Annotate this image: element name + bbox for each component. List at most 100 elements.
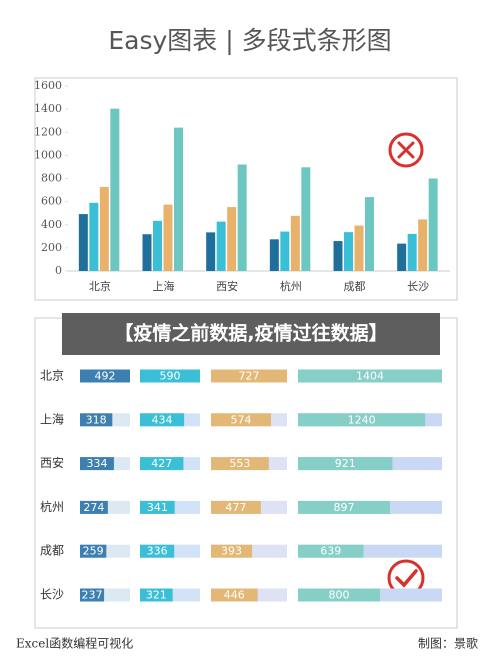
bar	[418, 219, 428, 271]
value-label: 427	[151, 457, 172, 470]
bar	[78, 214, 88, 271]
row-label: 成都	[40, 544, 64, 558]
bar	[80, 457, 114, 471]
row-label: 上海	[40, 411, 64, 426]
value-label: 237	[82, 589, 103, 602]
table-panel	[34, 317, 458, 629]
bar	[110, 108, 120, 271]
bar	[80, 588, 105, 602]
y-tick-label: 200	[41, 241, 62, 254]
bar	[140, 413, 185, 427]
bar	[298, 500, 390, 514]
y-tick-label: 1600	[34, 79, 62, 92]
bar	[140, 544, 175, 558]
value-label: 393	[221, 545, 242, 558]
bar	[227, 207, 237, 271]
bar	[333, 241, 343, 271]
y-tick-label: 600	[41, 195, 62, 208]
bar	[89, 202, 99, 271]
value-label: 1240	[348, 413, 376, 426]
bar	[140, 369, 200, 383]
footer-left: Excel函数编程可视化	[16, 636, 133, 651]
y-tick-label: 1200	[34, 125, 62, 138]
bar	[298, 588, 381, 602]
value-label: 639	[320, 545, 341, 558]
value-label: 477	[225, 501, 246, 514]
bar	[80, 369, 130, 383]
bar	[298, 457, 393, 471]
bar	[80, 500, 108, 514]
bar	[211, 500, 261, 514]
row-label: 长沙	[40, 588, 64, 602]
bar	[211, 588, 258, 602]
value-label: 446	[224, 589, 245, 602]
y-tick-label: 1400	[34, 102, 62, 115]
row-label: 北京	[40, 369, 64, 383]
page-title: Easy图表 | 多段式条形图	[108, 26, 391, 55]
value-label: 318	[86, 413, 107, 426]
bar	[397, 243, 407, 271]
bar	[298, 413, 426, 427]
value-label: 574	[231, 413, 252, 426]
bar	[163, 204, 173, 271]
bar	[140, 588, 173, 602]
y-tick-label: 400	[41, 218, 62, 231]
bar	[301, 167, 311, 271]
bar	[365, 197, 374, 271]
bar	[174, 127, 183, 271]
bar	[211, 413, 272, 427]
value-label: 921	[335, 457, 356, 470]
banner-bg	[62, 313, 440, 355]
bar	[298, 369, 442, 383]
x-tick-label: 杭州	[280, 279, 302, 293]
value-label: 434	[152, 413, 173, 426]
bar	[428, 178, 438, 271]
y-tick-label: 1000	[34, 148, 62, 161]
value-label: 259	[83, 545, 104, 558]
bar	[80, 413, 113, 427]
bar	[211, 457, 269, 471]
bar	[407, 233, 417, 271]
bar	[216, 221, 226, 271]
value-label: 321	[146, 589, 167, 602]
x-tick-label: 长沙	[407, 280, 429, 293]
value-label: 800	[329, 589, 350, 602]
bar	[140, 457, 184, 471]
value-label: 334	[86, 457, 107, 470]
value-label: 492	[95, 370, 116, 383]
banner: 【疫情之前数据,疫情过往数据】	[114, 322, 387, 345]
value-label: 590	[160, 370, 181, 383]
bar	[211, 369, 287, 383]
bar	[140, 500, 175, 514]
row-label: 杭州	[40, 499, 64, 514]
bar	[142, 234, 152, 271]
bar	[211, 544, 253, 558]
value-label: 897	[334, 501, 355, 514]
footer-right: 制图：景歌	[418, 636, 478, 651]
y-tick-label: 800	[41, 172, 62, 185]
y-tick-label: 0	[55, 264, 62, 277]
x-tick-label: 北京	[89, 279, 111, 293]
value-label: 274	[83, 501, 104, 514]
x-tick-label: 西安	[216, 279, 238, 293]
row-label: 西安	[40, 455, 64, 470]
bar	[153, 220, 162, 271]
value-label: 553	[229, 457, 250, 470]
bar	[237, 164, 247, 271]
bar	[280, 231, 290, 271]
value-label: 727	[239, 370, 260, 383]
x-tick-label: 上海	[153, 279, 175, 293]
bar	[80, 544, 107, 558]
x-tick-label: 成都	[344, 280, 366, 293]
value-label: 336	[147, 545, 168, 558]
bar	[269, 239, 279, 271]
value-label: 1404	[356, 370, 384, 383]
bar	[344, 232, 353, 271]
bar	[298, 544, 364, 558]
bar	[99, 186, 109, 271]
bar	[206, 232, 216, 271]
value-label: 341	[147, 501, 168, 514]
error-icon	[388, 132, 424, 168]
bar	[354, 225, 364, 271]
